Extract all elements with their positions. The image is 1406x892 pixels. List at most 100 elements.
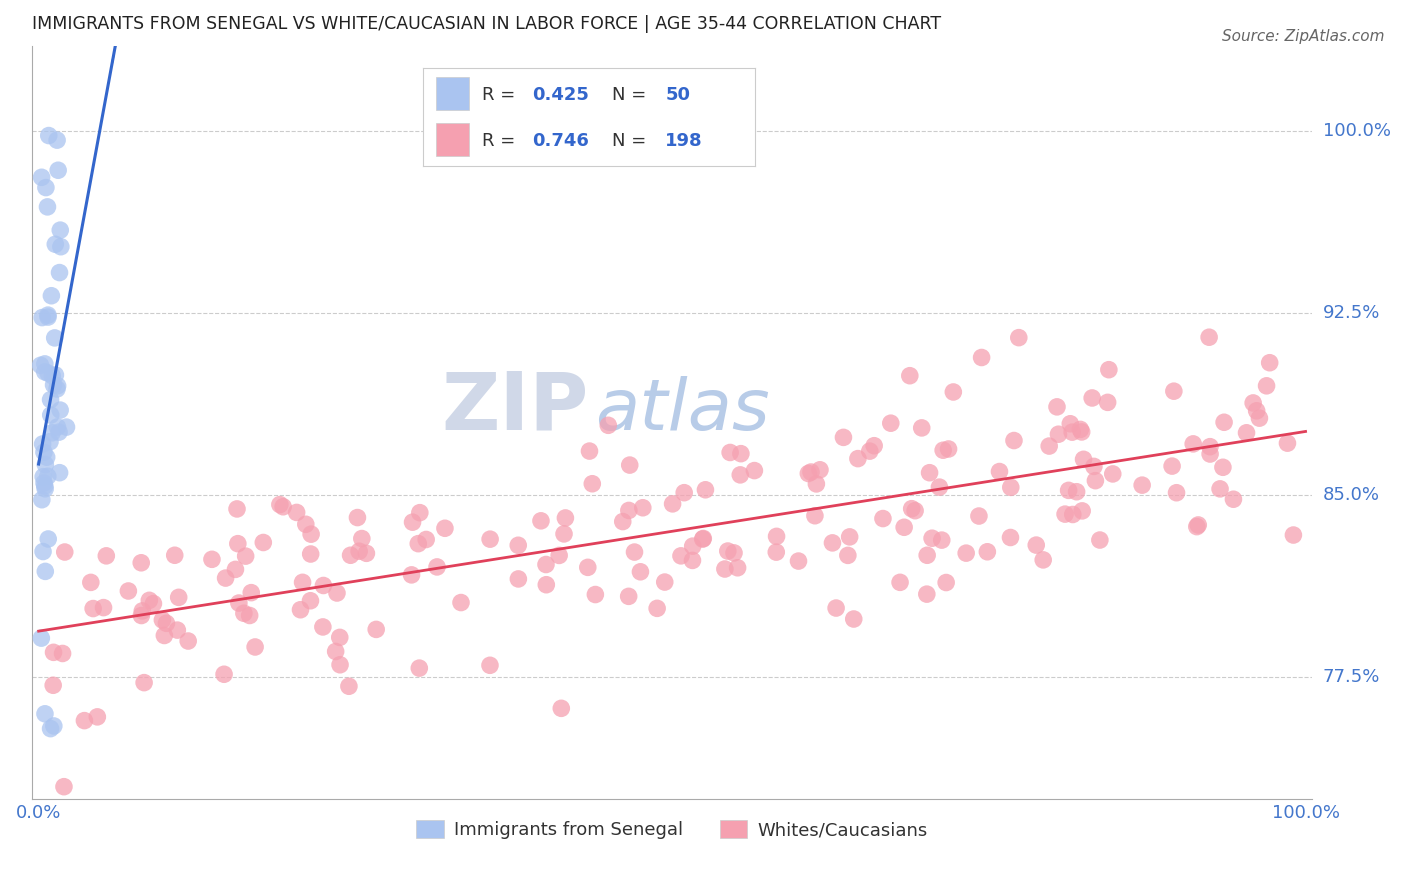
Point	[583, 588, 606, 602]
Text: IMMIGRANTS FROM SENEGAL VS WHITE/CAUCASIAN IN LABOR FORCE | AGE 35-44 CORRELATIO: IMMIGRANTS FROM SENEGAL VS WHITE/CAUCASI…	[32, 15, 942, 33]
Point	[312, 620, 335, 634]
Point	[291, 575, 314, 590]
Point	[1198, 330, 1220, 344]
Point	[1277, 436, 1299, 450]
Point	[235, 549, 257, 563]
Point	[406, 536, 429, 550]
Point	[932, 443, 955, 458]
Point	[48, 466, 70, 480]
Point	[967, 509, 990, 524]
Point	[479, 532, 502, 546]
Point	[1161, 459, 1184, 474]
Point	[718, 445, 741, 459]
Point	[31, 310, 53, 325]
Point	[911, 421, 934, 435]
Point	[49, 240, 72, 254]
Point	[1249, 411, 1271, 425]
Point	[31, 437, 53, 451]
Point	[53, 545, 76, 559]
Point	[41, 368, 63, 383]
Point	[955, 546, 977, 560]
Point	[339, 548, 361, 562]
Point	[39, 722, 62, 736]
Point	[787, 554, 810, 568]
Point	[41, 289, 63, 303]
Point	[942, 384, 965, 399]
Point	[889, 575, 911, 590]
Point	[30, 359, 52, 373]
Point	[31, 170, 53, 185]
Point	[1073, 452, 1095, 467]
Text: atlas: atlas	[595, 376, 770, 445]
Legend: Immigrants from Senegal, Whites/Caucasians: Immigrants from Senegal, Whites/Caucasia…	[409, 813, 935, 847]
Point	[619, 458, 641, 472]
Point	[1062, 425, 1084, 439]
Point	[153, 628, 176, 642]
Point	[654, 575, 676, 590]
Point	[32, 544, 55, 558]
Point	[37, 310, 59, 324]
Point	[1088, 533, 1111, 547]
Point	[1222, 492, 1244, 507]
Point	[299, 527, 322, 541]
Point	[976, 545, 998, 559]
Point	[904, 504, 927, 518]
Point	[1246, 404, 1268, 418]
Point	[1185, 519, 1208, 533]
Point	[1241, 396, 1264, 410]
Point	[928, 480, 950, 494]
Point	[1236, 425, 1258, 440]
Text: ZIP: ZIP	[441, 368, 589, 446]
Point	[46, 379, 69, 393]
Point	[1025, 538, 1047, 552]
Point	[41, 425, 63, 440]
Point	[1199, 447, 1222, 461]
Point	[42, 678, 65, 692]
Point	[44, 368, 66, 382]
Point	[401, 515, 423, 529]
Point	[401, 567, 423, 582]
Point	[536, 578, 558, 592]
Text: 92.5%: 92.5%	[1323, 304, 1381, 322]
Point	[1038, 439, 1060, 453]
Point	[800, 465, 823, 479]
Point	[1166, 485, 1188, 500]
Point	[1282, 528, 1305, 542]
Point	[433, 521, 456, 535]
Point	[863, 439, 886, 453]
Point	[52, 780, 75, 794]
Point	[1000, 531, 1022, 545]
Point	[44, 237, 66, 252]
Point	[534, 558, 557, 572]
Point	[177, 634, 200, 648]
Point	[1083, 459, 1105, 474]
Point	[214, 571, 236, 585]
Point	[131, 604, 153, 618]
Point	[224, 562, 246, 576]
Point	[728, 467, 751, 482]
Point	[39, 408, 62, 422]
Point	[226, 536, 249, 550]
Point	[645, 601, 668, 615]
Point	[290, 603, 312, 617]
Text: 85.0%: 85.0%	[1323, 486, 1381, 504]
Point	[299, 593, 322, 607]
Point	[1163, 384, 1185, 399]
Point	[212, 667, 235, 681]
Point	[1130, 478, 1153, 492]
Point	[243, 640, 266, 654]
Point	[34, 357, 56, 371]
Point	[44, 331, 66, 345]
Point	[93, 600, 115, 615]
Point	[46, 382, 69, 396]
Point	[232, 607, 254, 621]
Point	[623, 545, 645, 559]
Point	[550, 701, 572, 715]
Point	[730, 447, 752, 461]
Point	[723, 546, 745, 560]
Point	[356, 546, 378, 560]
Point	[682, 539, 704, 553]
Point	[797, 467, 820, 481]
Point	[1002, 434, 1025, 448]
Point	[30, 631, 52, 645]
